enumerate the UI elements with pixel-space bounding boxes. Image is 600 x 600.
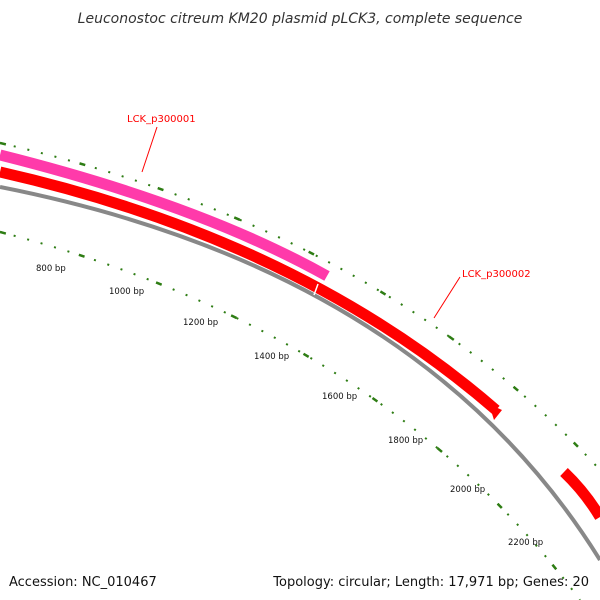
tick-label-1800: 1800 bp — [388, 436, 423, 446]
summary-text: Topology: circular; Length: 17,971 bp; G… — [272, 575, 589, 590]
gene-arc-lck-p300002[interactable] — [0, 166, 500, 415]
leader-line-lck-p300002 — [433, 276, 461, 319]
map-title: Leuconostoc citreum KM20 plasmid pLCK3, … — [78, 11, 523, 27]
tick-label-800: 800 bp — [36, 264, 66, 274]
inner-tick-ring — [0, 231, 581, 600]
gene-label-lck-p300001[interactable]: LCK_p300001 — [127, 114, 196, 125]
gene-separator — [313, 283, 319, 296]
gene-arc-third[interactable] — [560, 468, 600, 520]
backbone-arc — [0, 185, 600, 562]
tick-label-2200: 2200 bp — [508, 538, 543, 548]
tick-label-1000: 1000 bp — [109, 287, 144, 297]
accession-text: Accession: NC_010467 — [9, 575, 157, 590]
tick-label-2000: 2000 bp — [450, 485, 485, 495]
tick-label-1400: 1400 bp — [254, 352, 289, 362]
gene-arrow-lck-p300002 — [489, 404, 502, 420]
tick-label-1600: 1600 bp — [322, 392, 357, 402]
gene-arc-lck-p300001[interactable] — [0, 149, 330, 281]
gene-label-lck-p300002[interactable]: LCK_p300002 — [462, 269, 531, 280]
leader-line-lck-p300001 — [141, 126, 158, 173]
tick-label-1200: 1200 bp — [183, 318, 218, 328]
